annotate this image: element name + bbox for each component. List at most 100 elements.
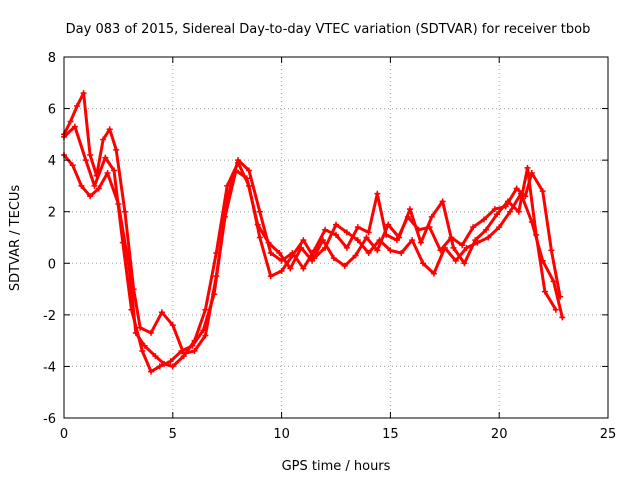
- y-tick-label: 4: [48, 154, 56, 169]
- x-tick-label: 10: [273, 427, 290, 442]
- y-tick-label: 6: [48, 103, 56, 118]
- data-point-marker: [191, 347, 198, 354]
- data-point-marker: [485, 234, 492, 241]
- chart-title: Day 083 of 2015, Sidereal Day-to-day VTE…: [66, 22, 591, 37]
- data-point-marker: [496, 224, 503, 231]
- data-point-marker: [398, 249, 405, 256]
- data-point-marker: [374, 247, 381, 254]
- data-point-marker: [374, 190, 381, 197]
- data-point-marker: [550, 278, 557, 285]
- data-point-marker: [385, 221, 392, 228]
- data-point-marker: [300, 265, 307, 272]
- data-point-marker: [189, 342, 196, 349]
- data-point-marker: [265, 239, 272, 246]
- data-point-marker: [480, 216, 487, 223]
- grid: [64, 57, 608, 418]
- data-point-marker: [420, 260, 427, 267]
- data-point-marker: [267, 249, 274, 256]
- data-point-marker: [152, 353, 159, 360]
- x-tick-label: 20: [491, 427, 508, 442]
- data-point-marker: [459, 242, 466, 249]
- data-point-marker: [333, 221, 339, 228]
- y-tick-label: 8: [48, 51, 56, 66]
- data-point-marker: [148, 329, 155, 336]
- data-point-marker: [504, 198, 511, 205]
- data-point-marker: [156, 363, 163, 370]
- data-point-marker: [74, 102, 81, 109]
- data-point-marker: [137, 324, 144, 331]
- data-point-marker: [106, 126, 113, 133]
- data-point-marker: [533, 231, 540, 238]
- data-point-marker: [552, 306, 559, 313]
- data-point-marker: [224, 182, 231, 189]
- data-point-marker: [524, 164, 531, 171]
- data-point-marker: [396, 234, 403, 241]
- data-point-marker: [95, 185, 102, 192]
- data-point-marker: [363, 234, 370, 241]
- data-point-marker: [343, 244, 350, 251]
- data-point-marker: [222, 213, 229, 220]
- data-point-marker: [267, 273, 274, 280]
- data-point-marker: [470, 224, 477, 231]
- data-point-marker: [513, 185, 520, 192]
- data-point-marker: [87, 193, 94, 200]
- data-point-marker: [343, 229, 350, 236]
- data-point-marker: [406, 206, 413, 213]
- data-point-marker: [148, 368, 155, 375]
- data-point-marker: [461, 260, 468, 267]
- data-point-marker: [409, 237, 416, 244]
- data-point-marker: [417, 239, 424, 246]
- data-point-marker: [354, 224, 361, 231]
- data-point-marker: [121, 208, 128, 215]
- axis-ticks: 0 5 10 15 20 25 -6 -4 -2 0 2 4 6 8: [43, 51, 616, 442]
- data-point-marker: [352, 252, 359, 259]
- data-point-marker: [141, 342, 148, 349]
- data-point-marker: [472, 237, 479, 244]
- data-point-marker: [463, 244, 470, 251]
- data-point-marker: [548, 247, 555, 254]
- data-point-marker: [243, 175, 250, 182]
- data-point-marker: [494, 211, 501, 218]
- data-point-marker: [441, 244, 448, 251]
- data-point-marker: [276, 249, 283, 256]
- data-point-marker: [278, 268, 285, 275]
- data-point-marker: [354, 237, 361, 244]
- data-point-marker: [202, 306, 209, 313]
- data-point-marker: [452, 257, 459, 264]
- x-tick-label: 0: [60, 427, 68, 442]
- data-point-marker: [428, 213, 435, 220]
- data-point-marker: [245, 167, 252, 174]
- data-point-marker: [78, 182, 85, 189]
- data-point-marker: [539, 188, 546, 195]
- data-point-marker: [515, 208, 522, 215]
- data-point-marker: [139, 347, 146, 354]
- data-point-marker: [67, 118, 74, 125]
- data-point-marker: [167, 358, 174, 365]
- y-tick-label: 2: [48, 206, 56, 221]
- y-tick-label: -4: [43, 360, 56, 375]
- data-point-marker: [256, 208, 263, 215]
- data-point-marker: [341, 262, 348, 269]
- data-point-marker: [87, 151, 94, 158]
- data-point-marker: [111, 167, 118, 174]
- series-line-tbob-c: [62, 125, 558, 374]
- data-point-marker: [430, 270, 437, 277]
- data-point-marker: [169, 322, 176, 329]
- data-point-marker: [365, 229, 372, 236]
- data-point-marker: [387, 247, 394, 254]
- data-point-marker: [80, 90, 87, 97]
- data-point-marker: [200, 327, 207, 334]
- data-point-marker: [298, 244, 305, 251]
- plot-frame: [63, 56, 609, 419]
- data-point-marker: [113, 146, 120, 153]
- data-point-marker: [559, 314, 566, 321]
- data-point-marker: [169, 363, 176, 370]
- data-point-marker: [128, 306, 135, 313]
- data-point-marker: [541, 288, 548, 295]
- x-tick-label: 15: [382, 427, 399, 442]
- data-point-marker: [309, 257, 316, 264]
- data-point-marker: [211, 291, 218, 298]
- data-point-marker: [287, 265, 294, 272]
- data-point-marker: [202, 332, 209, 339]
